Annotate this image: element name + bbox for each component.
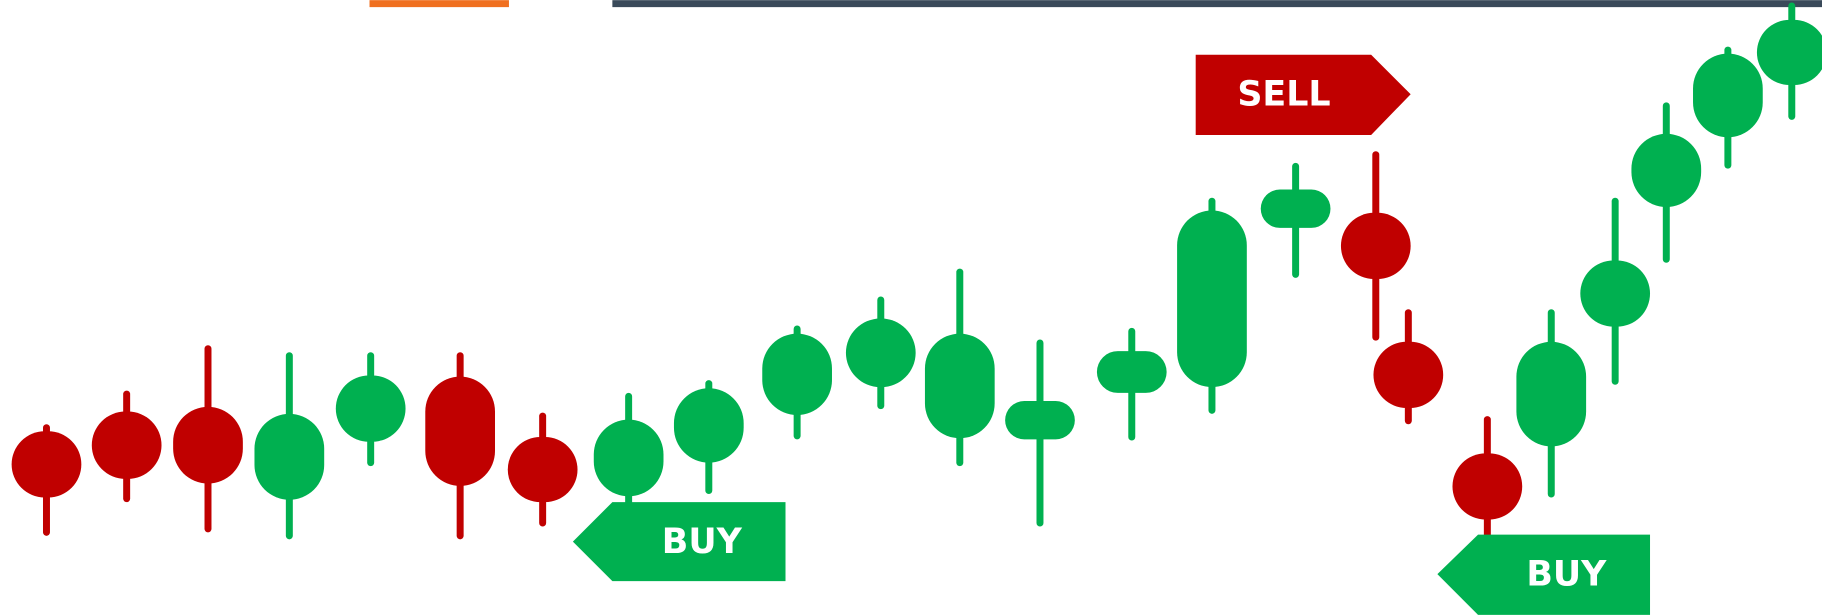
candle-body xyxy=(1341,213,1411,279)
candle-body xyxy=(1452,453,1522,519)
candle-body xyxy=(846,319,916,388)
candle-body xyxy=(1261,190,1331,228)
candle-body xyxy=(1097,351,1167,393)
candle-body xyxy=(1516,342,1586,447)
candle-body xyxy=(674,388,744,462)
candle-body xyxy=(1757,20,1822,85)
buy-label: BUY xyxy=(662,522,743,562)
candle-body xyxy=(92,411,162,478)
sell-label: SELL xyxy=(1237,74,1330,114)
top-banner-dark xyxy=(612,0,1822,7)
candle-body xyxy=(1005,401,1075,439)
candle-body xyxy=(508,437,578,502)
candle-body xyxy=(1693,54,1763,138)
candle-body xyxy=(1177,210,1247,387)
candle-body xyxy=(1580,260,1650,326)
candle-body xyxy=(254,414,324,500)
candles xyxy=(12,6,1822,536)
top-banner-orange xyxy=(370,0,509,7)
candle-body xyxy=(762,334,832,415)
candle-body xyxy=(336,375,406,441)
candle-body xyxy=(425,377,495,486)
candle-body xyxy=(925,334,995,439)
buy-label: BUY xyxy=(1526,554,1607,594)
page: SELL BUY BUY (() => { const data = JSON.… xyxy=(0,0,1822,615)
candle-body xyxy=(12,431,82,497)
candle-body xyxy=(1373,342,1443,408)
candlestick-illustration: SELL BUY BUY xyxy=(0,0,1822,615)
candle-body xyxy=(594,420,664,497)
candle-body xyxy=(173,407,243,484)
candle-body xyxy=(1631,134,1701,207)
